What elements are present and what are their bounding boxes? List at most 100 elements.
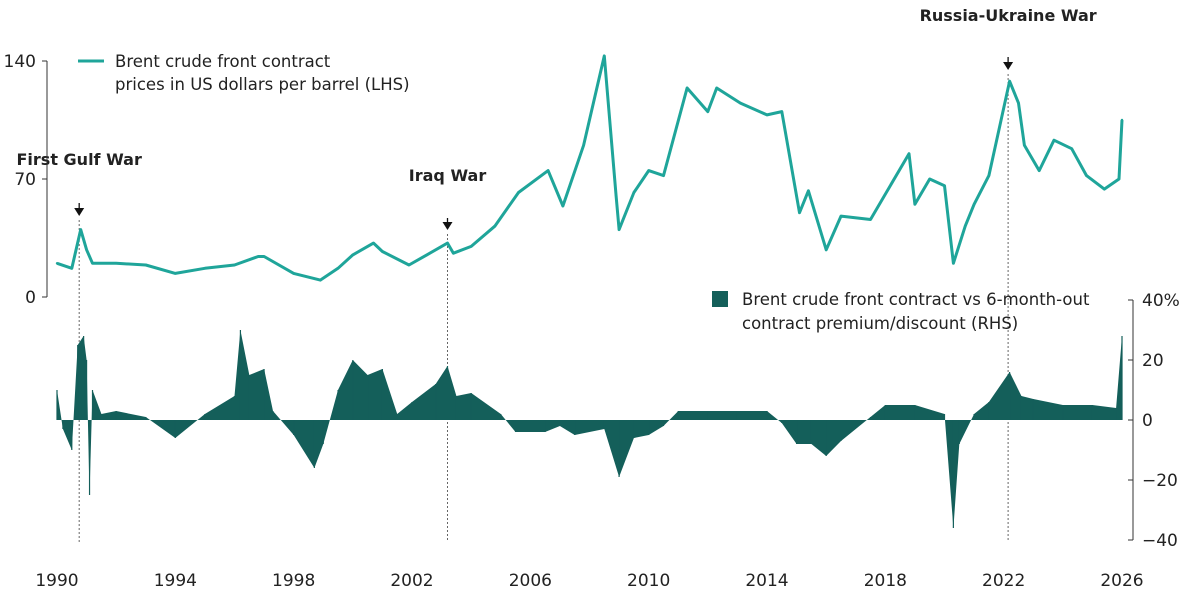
x-tick-label: 2026 <box>1100 571 1143 591</box>
axes-layer: 0 70 140 −40 −20 0 20 40% 1990 1994 1998 2002 2006 20… <box>4 52 1180 591</box>
price-point <box>603 54 606 58</box>
legend-premium: Brent crude front contract vs 6-month-ou… <box>712 290 1090 333</box>
price-point <box>493 225 497 228</box>
price-point <box>1120 118 1124 122</box>
annotation-label: Russia-Ukraine War <box>920 6 1097 25</box>
price-point <box>928 177 931 181</box>
price-line-layer <box>55 54 1124 282</box>
left-tick-label: 140 <box>4 52 36 72</box>
annotation-arrow-head <box>74 208 85 216</box>
right-tick-label: 40% <box>1142 291 1180 311</box>
price-point <box>632 191 636 194</box>
right-tick-label: 20 <box>1142 351 1164 371</box>
x-tick-label: 2010 <box>627 571 670 591</box>
price-point <box>144 263 147 267</box>
price-point <box>517 191 520 194</box>
price-point <box>765 113 769 117</box>
price-point <box>70 267 73 270</box>
price-point <box>972 203 976 206</box>
right-tick-label: 0 <box>1142 411 1153 431</box>
price-point <box>372 241 375 245</box>
annotation-arrow-head <box>1003 62 1014 70</box>
x-tick-label: 1990 <box>35 571 78 591</box>
annotation-label: First Gulf War <box>17 150 142 169</box>
price-point <box>1017 101 1020 105</box>
right-tick-label: −40 <box>1142 531 1178 551</box>
price-point <box>739 101 742 105</box>
annotation-arrow-head <box>442 222 453 230</box>
price-point <box>1023 144 1026 147</box>
price-point <box>913 203 917 206</box>
right-tick-label: −20 <box>1142 471 1178 491</box>
x-tick-label: 1998 <box>272 571 315 591</box>
premium-area-layer <box>56 330 1123 528</box>
price-point <box>256 255 260 258</box>
price-point <box>706 110 710 113</box>
legend-premium-line1: Brent crude front contract vs 6-month-ou… <box>742 290 1090 309</box>
price-point <box>446 241 449 245</box>
price-point <box>85 248 88 251</box>
price-point <box>203 267 207 270</box>
legend-price-line1: Brent crude front contract <box>115 52 331 71</box>
left-tick-label: 70 <box>14 170 36 190</box>
price-point <box>780 110 783 113</box>
price-point <box>262 255 266 258</box>
legend-price: Brent crude front contract prices in US … <box>78 52 410 94</box>
price-point <box>715 86 718 90</box>
left-tick-label: 0 <box>25 288 36 308</box>
x-tick-label: 2002 <box>390 571 433 591</box>
x-tick-label: 2018 <box>864 571 907 591</box>
price-point <box>1008 80 1011 83</box>
price-point <box>839 214 843 218</box>
legend-premium-line2: contract premium/discount (RHS) <box>742 314 1018 333</box>
price-point <box>1085 174 1088 177</box>
price-point <box>987 174 991 177</box>
price-point <box>1037 169 1041 172</box>
price-point <box>425 253 428 257</box>
price-point <box>952 262 955 265</box>
price-point <box>1103 187 1106 191</box>
price-point <box>407 263 411 267</box>
price-point <box>1117 177 1121 181</box>
price-point <box>1052 139 1056 142</box>
price-point <box>336 267 340 270</box>
price-point <box>381 250 384 253</box>
price-point <box>469 245 473 248</box>
price-point <box>114 262 118 265</box>
price-point <box>55 262 59 265</box>
price-point <box>964 225 967 228</box>
price-point <box>174 272 177 275</box>
price-point <box>617 228 621 231</box>
x-tick-label: 1994 <box>154 571 197 591</box>
price-point <box>351 253 355 257</box>
price-point <box>798 211 801 214</box>
x-tick-label: 2006 <box>509 571 552 591</box>
price-point <box>582 144 585 147</box>
x-tick-label: 2022 <box>982 571 1025 591</box>
price-point <box>943 184 946 187</box>
price-point <box>233 263 236 267</box>
legend-price-line2: prices in US dollars per barrel (LHS) <box>115 75 410 94</box>
price-point <box>79 228 82 231</box>
price-point <box>807 189 810 192</box>
price-point <box>292 272 295 275</box>
price-point <box>319 278 322 282</box>
price-point <box>662 174 665 177</box>
premium-series-area <box>57 330 1122 528</box>
annotation-label: Iraq War <box>409 166 487 185</box>
price-point <box>685 86 689 90</box>
price-point <box>546 169 550 172</box>
price-point <box>91 262 94 265</box>
annotation-layer: First Gulf War Iraq War Russia-Ukraine War <box>17 6 1097 542</box>
price-point <box>561 204 565 208</box>
price-point <box>452 251 455 255</box>
x-tick-label: 2014 <box>745 571 788 591</box>
price-point <box>1070 147 1073 150</box>
price-point <box>907 152 911 155</box>
price-point <box>647 169 650 172</box>
price-point <box>614 194 618 198</box>
price-point <box>824 248 828 251</box>
legend-area-swatch <box>712 291 728 307</box>
